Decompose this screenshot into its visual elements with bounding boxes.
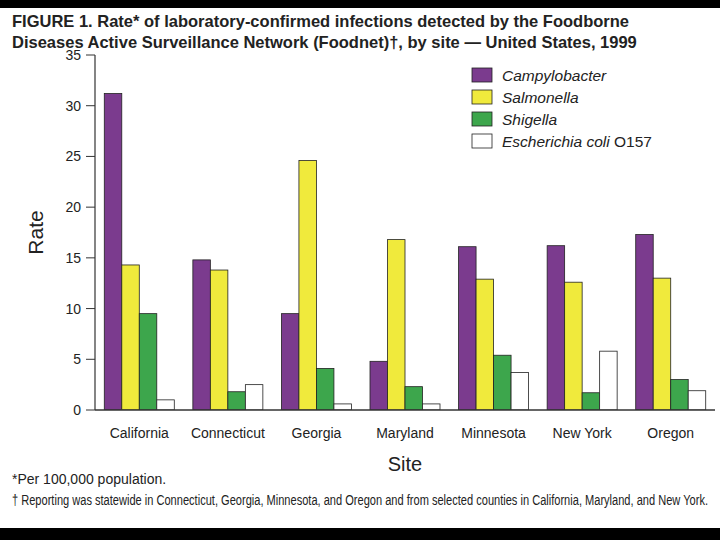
y-tick-label: 35 xyxy=(65,47,81,63)
bar xyxy=(405,387,423,410)
y-tick xyxy=(86,156,95,157)
frame xyxy=(0,0,720,540)
footnotes: *Per 100,000 population. † Reporting was … xyxy=(12,471,708,508)
bar xyxy=(511,372,528,410)
bar xyxy=(370,361,388,410)
x-tick-label: New York xyxy=(553,425,613,441)
y-tick-label: 20 xyxy=(65,199,81,215)
y-tick-label: 5 xyxy=(73,351,81,367)
x-axis-label: Site xyxy=(388,453,422,475)
legend-label: Shigella xyxy=(502,111,558,128)
y-tick-label: 0 xyxy=(73,402,81,418)
bar xyxy=(423,404,441,410)
legend-swatch xyxy=(472,68,492,82)
bars xyxy=(104,94,705,410)
bar xyxy=(299,160,317,410)
y-tick-label: 10 xyxy=(65,301,81,317)
legend-label: Campylobacter xyxy=(502,67,607,84)
legend-swatch xyxy=(472,90,492,104)
panel xyxy=(0,8,720,528)
y-tick-label: 30 xyxy=(65,98,81,114)
bar xyxy=(104,94,122,410)
bar xyxy=(122,265,139,410)
x-tick-label: Oregon xyxy=(647,425,694,441)
y-axis-label: Rate xyxy=(24,210,47,254)
bar xyxy=(653,278,671,410)
bar xyxy=(459,247,477,410)
x-axis-line xyxy=(95,409,715,411)
y-axis: 0 5 10 15 20 25 30 35 xyxy=(65,47,95,418)
bar xyxy=(245,385,263,410)
y-tick xyxy=(86,207,95,208)
x-tick-label: California xyxy=(110,425,169,441)
x-tick-label: Maryland xyxy=(376,425,434,441)
bar xyxy=(600,351,618,410)
y-tick xyxy=(86,55,95,56)
x-tick-label: Georgia xyxy=(292,425,342,441)
legend-swatch xyxy=(472,134,492,148)
bar xyxy=(228,392,246,410)
y-tick xyxy=(86,257,95,258)
bar xyxy=(281,314,299,410)
y-tick xyxy=(86,359,95,360)
legend-label: Salmonella xyxy=(502,89,579,106)
bar xyxy=(494,355,512,410)
bar xyxy=(210,270,228,410)
bar xyxy=(688,391,706,410)
bar xyxy=(193,260,211,410)
footnote: *Per 100,000 population. xyxy=(12,471,166,487)
slide: FIGURE 1. Rate* of laboratory-confirmed … xyxy=(0,0,720,540)
bar xyxy=(334,404,352,410)
bar xyxy=(316,368,334,410)
bar xyxy=(157,400,175,410)
bar xyxy=(547,246,565,410)
x-tick-label: Connecticut xyxy=(191,425,265,441)
bar xyxy=(671,380,689,410)
bar xyxy=(582,393,600,410)
chart: FIGURE 1. Rate* of laboratory-confirmed … xyxy=(0,0,720,540)
bar xyxy=(139,314,157,410)
footnote: † Reporting was statewide in Connecticut… xyxy=(12,492,708,508)
bar xyxy=(388,240,406,410)
bar xyxy=(476,279,494,410)
legend-swatch xyxy=(472,112,492,126)
y-tick-label: 15 xyxy=(65,250,81,266)
bar xyxy=(636,235,654,410)
y-axis-line xyxy=(94,55,95,410)
bar xyxy=(565,282,583,410)
y-tick xyxy=(86,308,95,309)
y-tick-label: 25 xyxy=(65,148,81,164)
title: FIGURE 1. Rate* of laboratory-confirmed … xyxy=(12,12,637,51)
y-tick xyxy=(86,105,95,106)
legend-label: Escherichia coli O157 xyxy=(502,133,652,150)
x-tick-label: Minnesota xyxy=(461,425,526,441)
title-group: FIGURE 1. Rate* of laboratory-confirmed … xyxy=(12,12,637,51)
y-tick xyxy=(86,410,95,411)
legend: Campylobacter Salmonella Shigella Escherich… xyxy=(472,67,652,150)
x-axis: California Connecticut Georgia Maryland Minn… xyxy=(95,410,715,441)
